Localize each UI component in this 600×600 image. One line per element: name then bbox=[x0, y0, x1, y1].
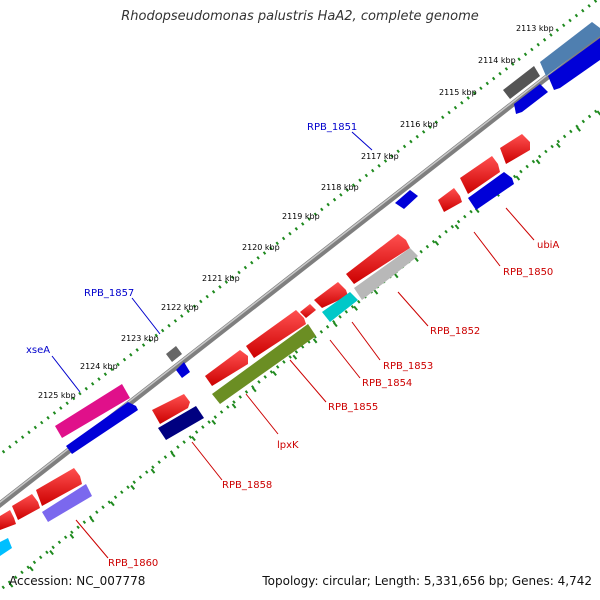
tick-label-2116: 2116 kbp bbox=[400, 120, 438, 129]
tick-label-2114: 2114 kbp bbox=[478, 56, 516, 65]
leader-rpb-1858 bbox=[191, 441, 223, 481]
gene-label-lpxk[interactable]: lpxK bbox=[277, 440, 299, 451]
gene-feature[interactable] bbox=[500, 134, 530, 164]
outer-tick-track bbox=[0, 0, 600, 457]
gene-label-rpb-1853[interactable]: RPB_1853 bbox=[383, 361, 433, 372]
inner-tick-track bbox=[0, 106, 600, 592]
gene-labels: ubiA RPB_1850 RPB_1851 RPB_1852 RPB_1853… bbox=[26, 122, 559, 569]
label-leaders bbox=[51, 131, 535, 559]
tick-label-2120: 2120 kbp bbox=[242, 243, 280, 252]
leader-xsea bbox=[51, 355, 81, 393]
gene-feature[interactable] bbox=[212, 324, 316, 404]
gene-feature[interactable] bbox=[12, 494, 40, 520]
gene-feature[interactable] bbox=[205, 350, 248, 386]
gene-label-rpb-1855[interactable]: RPB_1855 bbox=[328, 402, 378, 413]
gene-feature[interactable] bbox=[468, 172, 514, 210]
gene-feature[interactable] bbox=[158, 406, 204, 440]
gene-feature[interactable] bbox=[0, 538, 12, 556]
gene-feature[interactable] bbox=[314, 282, 348, 308]
genome-summary-text: Topology: circular; Length: 5,331,656 bp… bbox=[262, 574, 592, 588]
accession-text: Accession: NC_007778 bbox=[9, 574, 146, 588]
gene-feature[interactable] bbox=[55, 384, 130, 438]
leader-rpb-1854 bbox=[329, 339, 361, 379]
leader-rpb-1853 bbox=[351, 321, 381, 361]
gene-feature[interactable] bbox=[548, 38, 600, 90]
map-title: Rhodopseudomonas palustris HaA2, complet… bbox=[121, 9, 479, 24]
gene-feature[interactable] bbox=[300, 304, 316, 318]
tick-label-2124: 2124 kbp bbox=[80, 362, 118, 371]
tick-label-2125: 2125 kbp bbox=[38, 391, 76, 400]
gene-feature[interactable] bbox=[460, 156, 500, 194]
gene-label-rpb-1850[interactable]: RPB_1850 bbox=[503, 267, 553, 278]
gene-feature[interactable] bbox=[66, 402, 138, 454]
gene-feature[interactable] bbox=[322, 292, 358, 322]
gene-feature[interactable] bbox=[540, 22, 600, 76]
gene-label-ubia[interactable]: ubiA bbox=[537, 240, 559, 251]
gene-feature[interactable] bbox=[246, 310, 306, 358]
gene-feature[interactable] bbox=[36, 468, 82, 506]
gene-feature[interactable] bbox=[0, 510, 16, 530]
gene-feature[interactable] bbox=[354, 248, 418, 300]
gene-label-rpb-1857[interactable]: RPB_1857 bbox=[84, 288, 134, 299]
gene-feature[interactable] bbox=[42, 484, 92, 522]
gene-label-rpb-1854[interactable]: RPB_1854 bbox=[362, 378, 412, 389]
tick-label-2121: 2121 kbp bbox=[202, 274, 240, 283]
tick-label-2119: 2119 kbp bbox=[282, 212, 320, 221]
gene-feature[interactable] bbox=[503, 66, 540, 99]
leader-rpb-1857 bbox=[131, 297, 161, 335]
gene-feature[interactable] bbox=[166, 346, 182, 362]
tick-label-2117: 2117 kbp bbox=[361, 152, 399, 161]
leader-rpb-1860 bbox=[75, 519, 109, 559]
gene-feature[interactable] bbox=[346, 234, 410, 284]
gene-feature[interactable] bbox=[514, 84, 548, 114]
tick-label-2123: 2123 kbp bbox=[121, 334, 159, 343]
gene-label-rpb-1858[interactable]: RPB_1858 bbox=[222, 480, 272, 491]
leader-rpb-1855 bbox=[289, 359, 327, 403]
gene-label-rpb-1851[interactable]: RPB_1851 bbox=[307, 122, 357, 133]
reverse-strand-genes bbox=[0, 134, 530, 556]
gene-feature[interactable] bbox=[152, 394, 190, 424]
forward-strand-genes bbox=[55, 22, 600, 454]
gene-label-rpb-1860[interactable]: RPB_1860 bbox=[108, 558, 158, 569]
tick-label-2118: 2118 kbp bbox=[321, 183, 359, 192]
leader-rpb-1851 bbox=[351, 131, 373, 151]
leader-rpb-1852 bbox=[397, 291, 429, 327]
gene-feature[interactable] bbox=[438, 188, 462, 212]
tick-label-2115: 2115 kbp bbox=[439, 88, 477, 97]
tick-label-2122: 2122 kbp bbox=[161, 303, 199, 312]
gene-feature[interactable] bbox=[176, 362, 190, 378]
tick-label-2113: 2113 kbp bbox=[516, 24, 554, 33]
leader-ubia bbox=[505, 207, 535, 241]
gene-feature[interactable] bbox=[395, 190, 418, 209]
gene-label-xsea[interactable]: xseA bbox=[26, 345, 50, 356]
leader-lpxk bbox=[245, 393, 279, 435]
gene-label-rpb-1852[interactable]: RPB_1852 bbox=[430, 326, 480, 337]
leader-rpb-1850 bbox=[473, 231, 501, 267]
